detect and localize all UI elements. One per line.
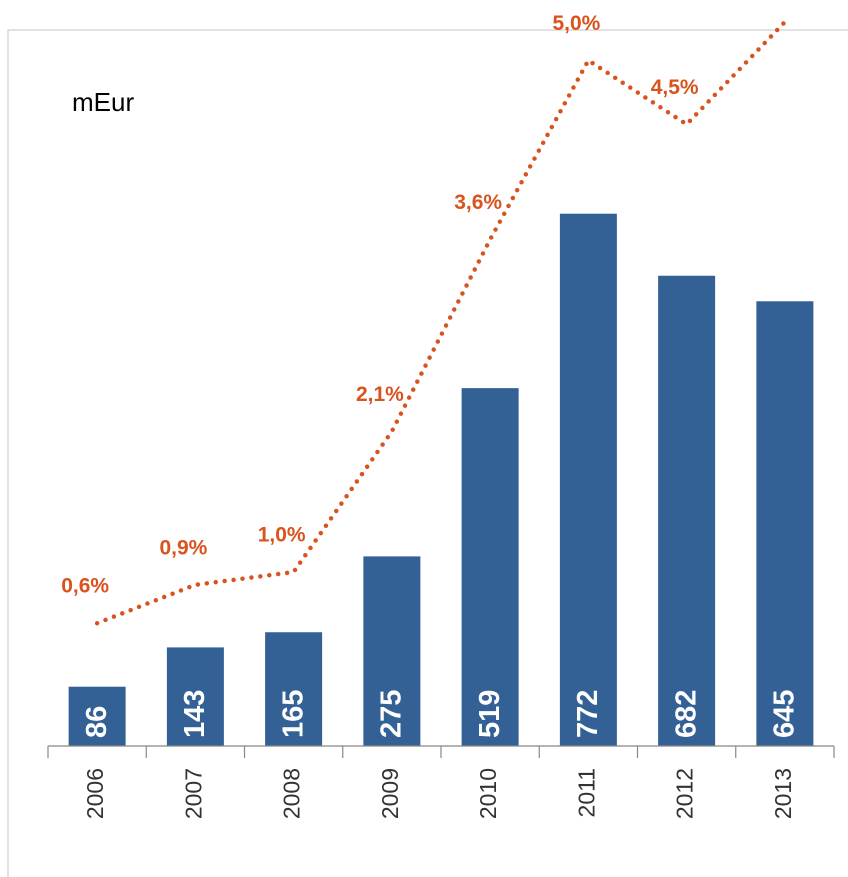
- line-value-label: 5,0%: [552, 12, 600, 35]
- line: [94, 19, 788, 626]
- chart-frame: [7, 29, 848, 877]
- line-value-label: 0,9%: [159, 536, 207, 559]
- line-value-label: 0,6%: [61, 575, 109, 598]
- bar-value-label: 86: [81, 706, 113, 738]
- bar-value-label: 772: [572, 690, 604, 738]
- unit-label: mEur: [72, 87, 134, 117]
- bar: [559, 213, 617, 746]
- bar: [363, 556, 421, 746]
- x-tick-label: 2007: [180, 768, 206, 819]
- x-tick-label: 2006: [82, 768, 108, 819]
- bar: [461, 388, 519, 746]
- x-tick-label: 2010: [475, 768, 501, 819]
- bar-value-label: 275: [376, 690, 408, 738]
- bar-value-label: 645: [769, 690, 801, 738]
- line-value-label: 3,6%: [454, 191, 502, 214]
- x-tick-label: 2013: [770, 768, 796, 819]
- bar: [265, 632, 323, 746]
- bar: [68, 686, 126, 746]
- bar: [166, 647, 224, 746]
- bar-value-label: 165: [277, 690, 309, 738]
- bar-value-label: 143: [179, 690, 211, 738]
- x-tick-label: 2012: [672, 768, 698, 819]
- line-value-label: 2,1%: [356, 383, 404, 406]
- bar-value-label: 682: [670, 690, 702, 738]
- x-tick-label: 2011: [573, 768, 599, 817]
- x-tick-label: 2008: [279, 768, 305, 819]
- x-tick-label: 2009: [377, 768, 403, 819]
- line-value-label: 1,0%: [258, 524, 306, 547]
- line-value-label: 4,5%: [651, 76, 699, 99]
- bar: [658, 275, 716, 746]
- bar: [756, 301, 814, 746]
- bar-value-label: 519: [474, 690, 506, 738]
